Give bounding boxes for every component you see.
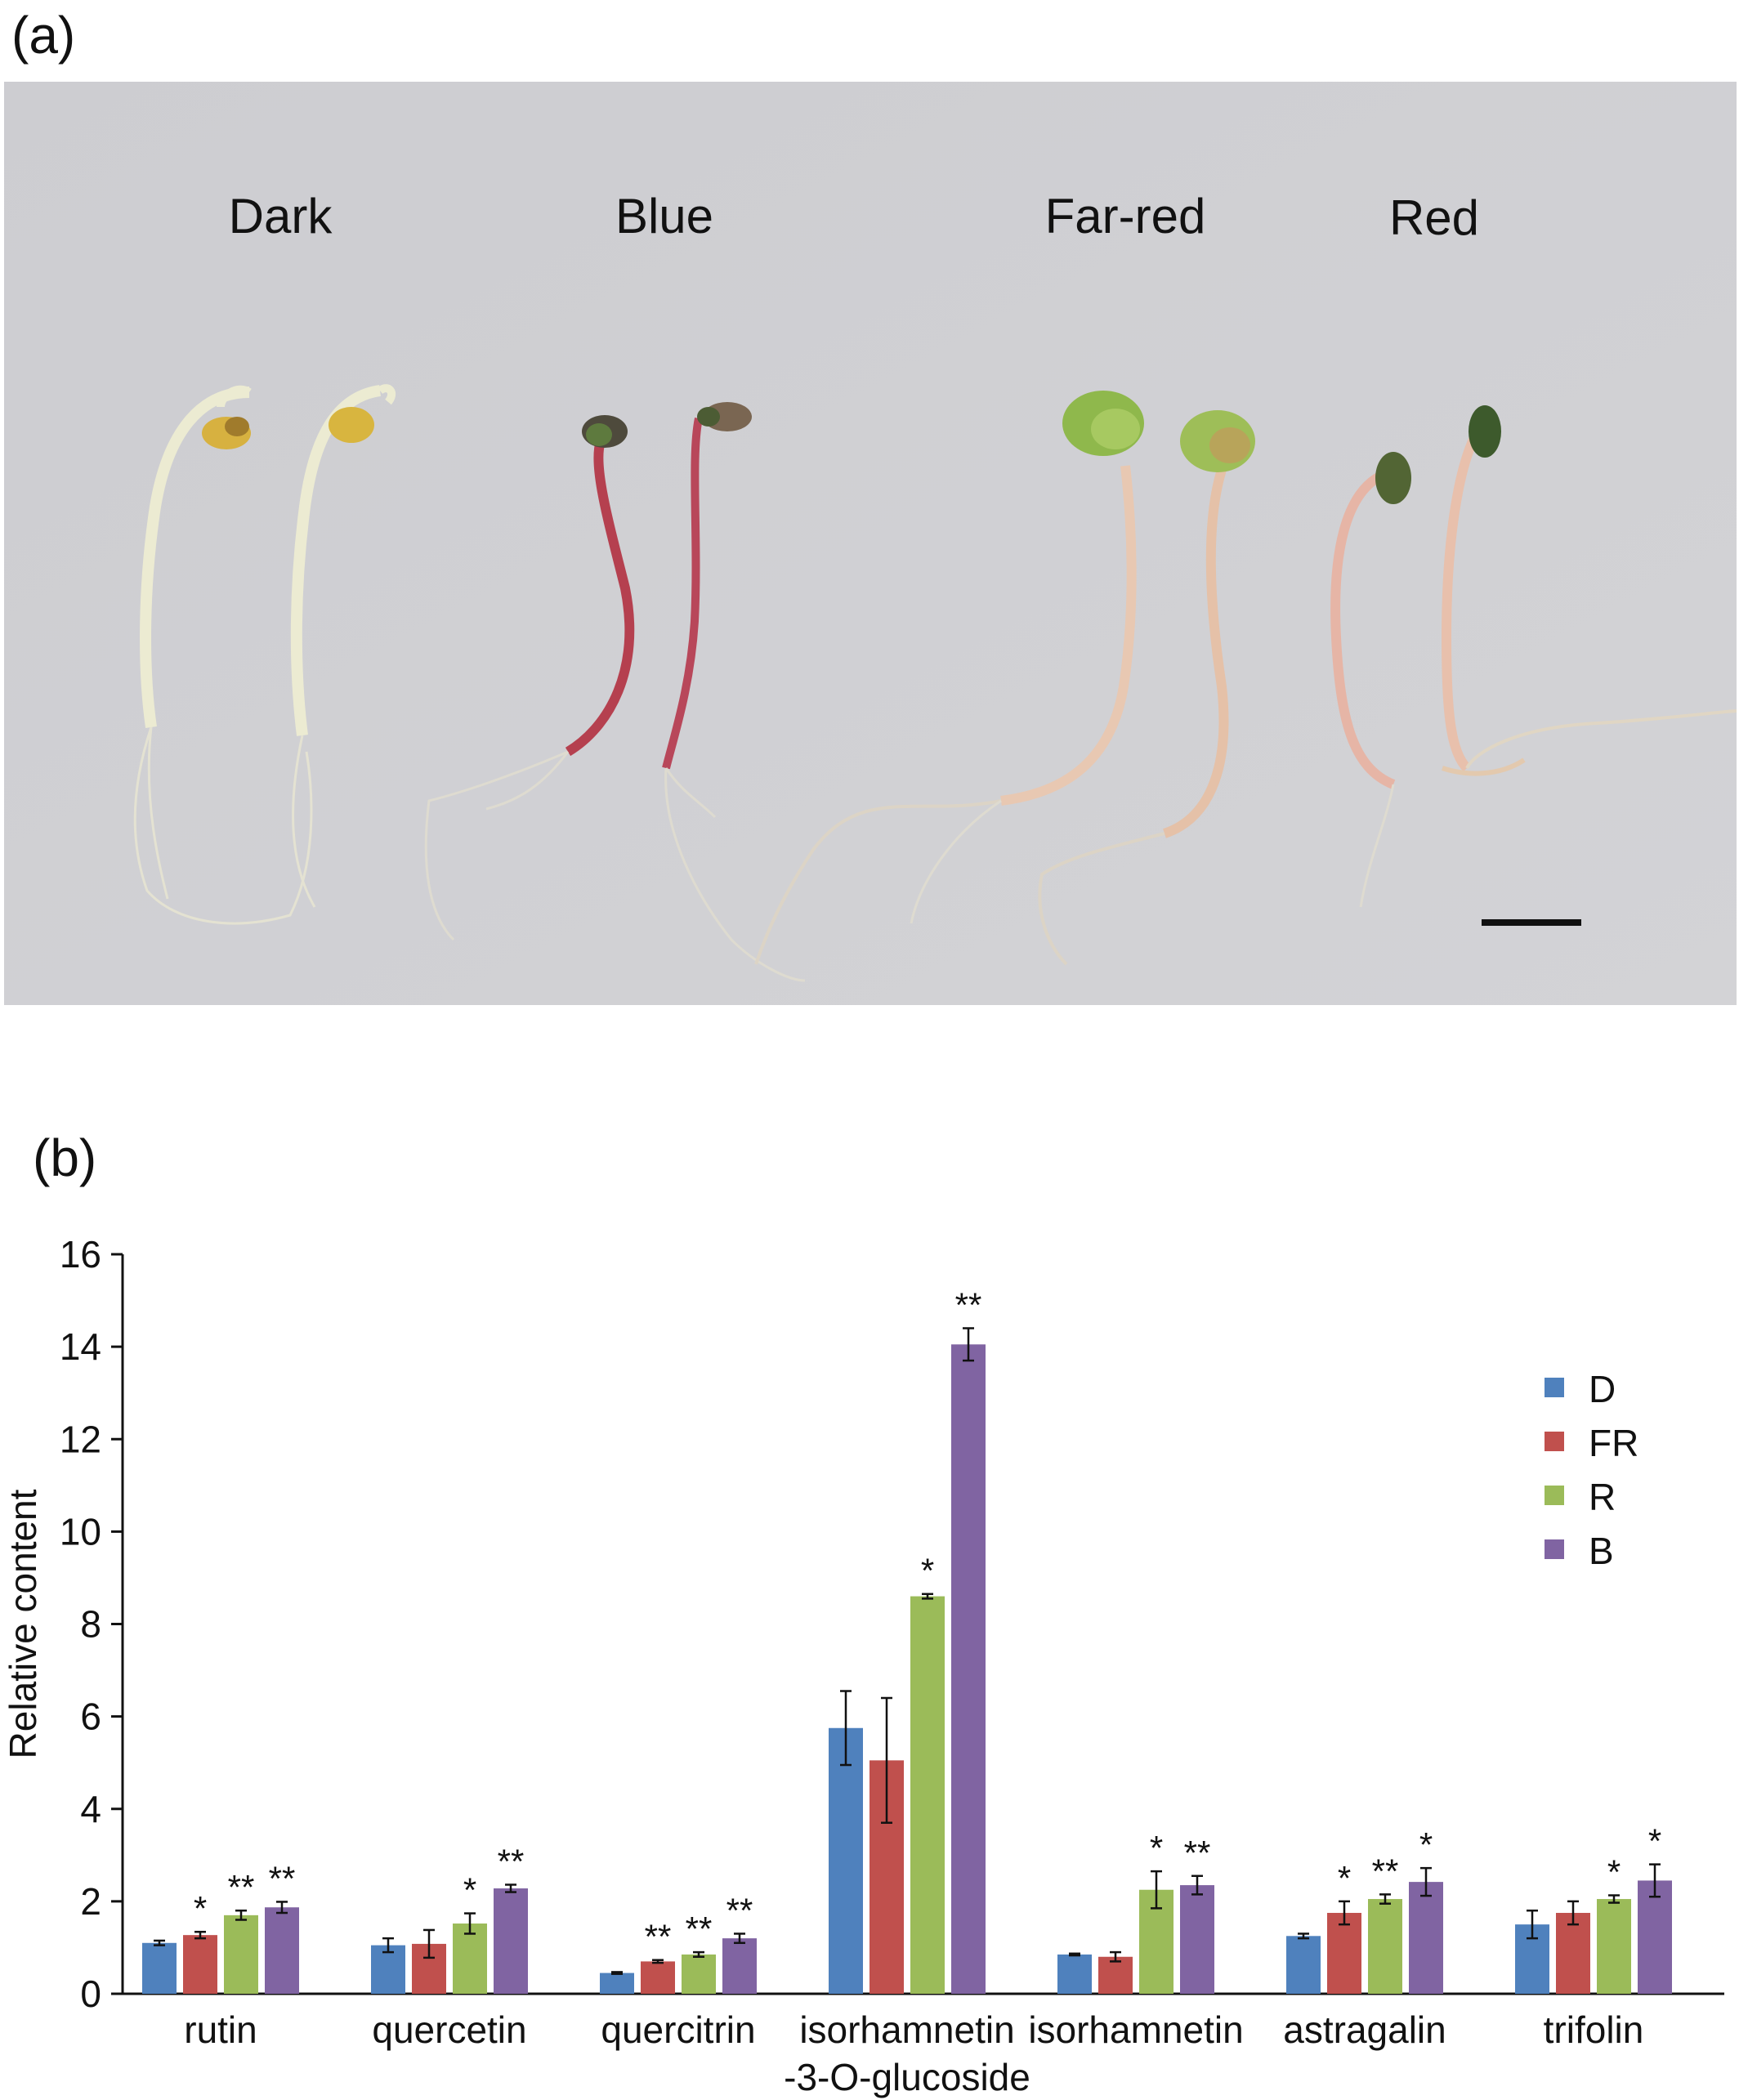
significance-label: * <box>463 1871 476 1910</box>
significance-label: * <box>1338 1859 1351 1897</box>
legend-label-B: B <box>1589 1530 1614 1572</box>
x-tick-label: rutin <box>184 2008 257 2051</box>
legend-swatch-R <box>1545 1486 1564 1505</box>
significance-label: ** <box>645 1918 672 1956</box>
panel-b-label: (b) <box>33 1128 97 1187</box>
y-axis-title: Relative content <box>2 1489 44 1758</box>
bar-R-1 <box>453 1924 487 1994</box>
panel-a-label: (a) <box>11 6 76 65</box>
legend-label-FR: FR <box>1589 1422 1638 1464</box>
bar-R-5 <box>1368 1899 1402 1994</box>
legend-label-D: D <box>1589 1368 1616 1410</box>
bar-FR-0 <box>183 1935 217 1994</box>
x-tick-label: isorhamnetin <box>799 2008 1014 2051</box>
bar-D-2 <box>600 1973 634 1994</box>
legend-swatch-FR <box>1545 1432 1564 1451</box>
bar-B-1 <box>494 1888 528 1994</box>
bar-B-3 <box>951 1344 986 1994</box>
seedling-dark-1 <box>133 385 313 925</box>
bar-R-6 <box>1597 1899 1631 1994</box>
bar-R-2 <box>682 1954 716 1994</box>
y-tick-label: 6 <box>80 1696 101 1738</box>
y-tick-label: 4 <box>80 1788 101 1830</box>
x-tick-label: quercetin <box>372 2008 526 2051</box>
bar-B-6 <box>1638 1880 1672 1994</box>
bar-D-5 <box>1286 1936 1321 1994</box>
bar-FR-6 <box>1556 1913 1590 1994</box>
bar-D-3 <box>829 1727 863 1994</box>
significance-label: * <box>1150 1829 1163 1867</box>
significance-label: ** <box>955 1286 982 1325</box>
significance-label: ** <box>726 1891 753 1929</box>
legend-swatch-B <box>1545 1539 1564 1559</box>
bar-B-4 <box>1180 1885 1214 1994</box>
y-tick-label: 2 <box>80 1880 101 1923</box>
significance-label: ** <box>498 1843 525 1881</box>
bar-R-0 <box>224 1915 258 1994</box>
significance-label: ** <box>1372 1852 1399 1890</box>
x-tick-label: trifolin <box>1544 2008 1644 2051</box>
x-tick-label: -3-O-glucoside <box>784 2056 1030 2098</box>
bar-B-2 <box>722 1938 757 1994</box>
significance-label: * <box>194 1889 207 1928</box>
bar-B-0 <box>265 1907 299 1994</box>
y-tick-label: 14 <box>60 1325 101 1368</box>
seedling-red-1 <box>1330 452 1411 908</box>
x-tick-label: astragalin <box>1283 2008 1446 2051</box>
seedling-dark-2 <box>290 384 396 908</box>
condition-label-dark: Dark <box>229 189 333 244</box>
seedling-photo: Dark Blue Far-red Red <box>4 82 1737 1005</box>
significance-label: * <box>1648 1822 1661 1861</box>
bar-R-3 <box>910 1596 945 1994</box>
y-tick-label: 16 <box>60 1233 101 1276</box>
seedling-blue-2 <box>662 402 806 982</box>
significance-label: ** <box>269 1859 296 1897</box>
y-tick-label: 12 <box>60 1418 101 1460</box>
bar-D-0 <box>142 1942 177 1994</box>
condition-label-blue: Blue <box>615 189 713 244</box>
bar-D-4 <box>1057 1954 1092 1994</box>
bar-D-1 <box>371 1945 405 1994</box>
y-tick-label: 8 <box>80 1603 101 1646</box>
y-tick-label: 10 <box>60 1510 101 1553</box>
seedling-far-red-1 <box>754 391 1144 965</box>
bar-FR-2 <box>641 1961 675 1994</box>
bar-FR-5 <box>1327 1913 1361 1994</box>
x-tick-label: isorhamnetin <box>1028 2008 1243 2051</box>
significance-label: ** <box>686 1910 713 1948</box>
legend-swatch-D <box>1545 1378 1564 1397</box>
significance-label: * <box>921 1552 934 1590</box>
seedling-red-2 <box>1441 405 1737 776</box>
significance-label: * <box>1419 1825 1433 1864</box>
condition-label-red: Red <box>1389 190 1479 245</box>
condition-label-far-red: Far-red <box>1045 189 1206 244</box>
bar-B-5 <box>1409 1882 1443 1994</box>
significance-label: * <box>1607 1853 1621 1892</box>
bar-FR-4 <box>1098 1956 1133 1994</box>
significance-label: ** <box>228 1868 255 1906</box>
x-tick-label: quercitrin <box>601 2008 755 2051</box>
significance-label: ** <box>1184 1834 1211 1872</box>
seedling-blue-1 <box>424 415 635 941</box>
seedling-far-red-2 <box>1038 410 1255 966</box>
scale-bar <box>1482 919 1581 926</box>
y-tick-label: 0 <box>80 1973 101 2015</box>
legend-label-R: R <box>1589 1476 1616 1518</box>
